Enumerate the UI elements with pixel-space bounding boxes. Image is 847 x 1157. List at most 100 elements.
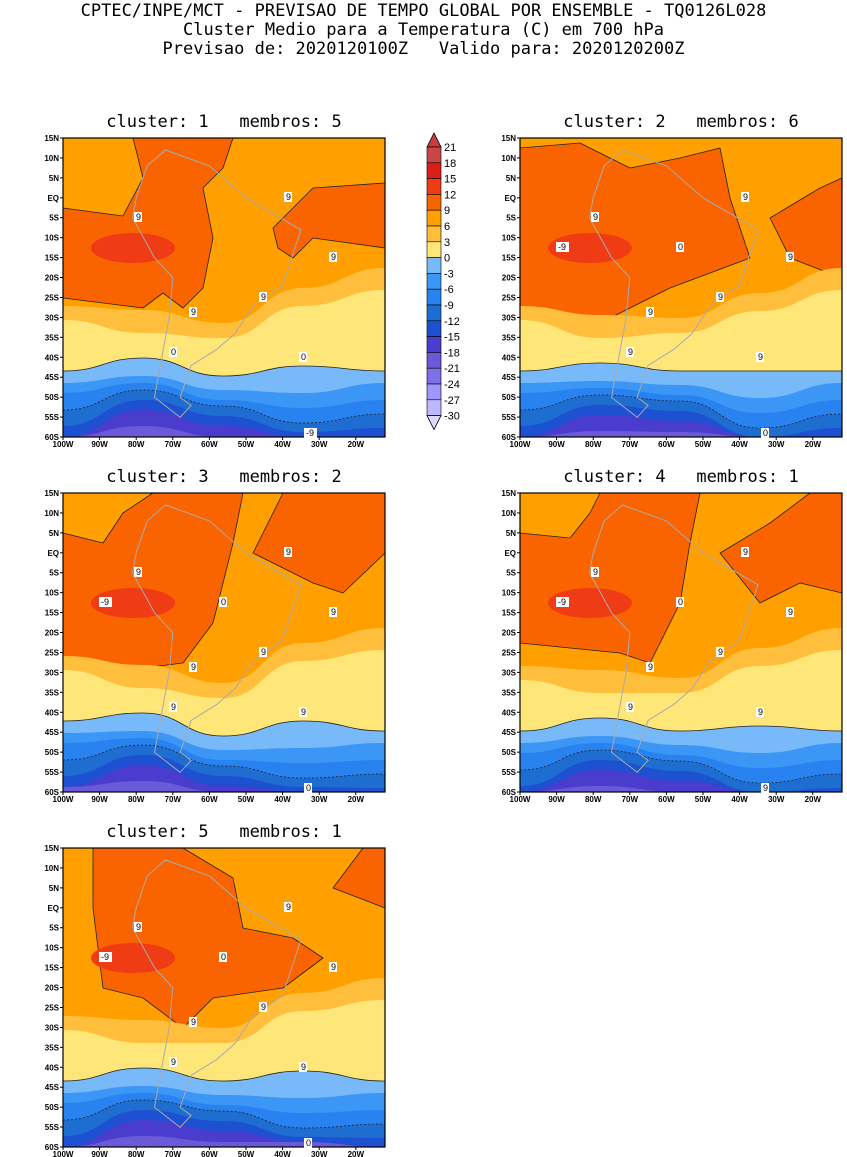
lat-tick-label: 45S [45, 1083, 60, 1092]
lat-tick-label: 50S [502, 748, 517, 757]
lon-tick-label: 20W [805, 795, 822, 804]
lat-tick-label: 45S [502, 373, 517, 382]
contour-label-bg [626, 347, 634, 357]
contour-label: 9 [628, 702, 633, 712]
contour-label-bg [676, 597, 684, 607]
contour-label: 9 [261, 647, 266, 657]
panel-title-4: cluster: 4 membros: 1 [563, 467, 799, 487]
contour-label-bg [556, 597, 569, 607]
contour-label-bg [219, 597, 227, 607]
contour-label-bg [284, 192, 292, 202]
lat-tick-label: 15N [44, 134, 59, 143]
lat-tick-label: 15S [45, 254, 60, 263]
map-frame [519, 492, 843, 793]
map-panel-5: 9 9 9 9 9 9 9 0 0 -9 15N 10N 5N EQ 5S 10S 15S 20S 25S 30S 35… [44, 844, 386, 1157]
colorbar-label: -27 [444, 395, 460, 407]
map-frame [519, 137, 843, 438]
contour-label: 0 [306, 783, 311, 793]
lat-tick-label: 40S [502, 353, 517, 362]
lon-tick-label: 100W [53, 440, 74, 449]
colorbar-swatch [426, 162, 442, 179]
lon-tick-label: 40W [274, 795, 291, 804]
colorbar-label: 0 [444, 253, 450, 265]
contour-label-bg [556, 242, 569, 252]
contour-label: 0 [763, 428, 768, 438]
colorbar-label: 6 [444, 221, 450, 233]
lon-tick-label: 70W [165, 795, 182, 804]
contour-label: 9 [261, 1002, 266, 1012]
lat-tick-label: 60S [45, 788, 60, 797]
lat-tick-label: 5S [506, 569, 516, 578]
lon-tick-label: 90W [548, 795, 565, 804]
contour-label-bg [646, 662, 654, 672]
lat-tick-label: 10S [45, 234, 60, 243]
contour-label-bg [626, 702, 634, 712]
lon-tick-label: 90W [548, 440, 565, 449]
lat-tick-label: 25S [45, 1003, 60, 1012]
lon-tick-label: 30W [311, 795, 328, 804]
lat-tick-label: 35S [502, 688, 517, 697]
contour-label: 9 [593, 567, 598, 577]
chart-title: CPTEC/INPE/MCT - PREVISAO DE TEMPO GLOBA… [80, 1, 767, 21]
lat-tick-label: 30S [502, 313, 517, 322]
contour-label: 9 [286, 192, 291, 202]
lat-tick-label: 55S [45, 1123, 60, 1132]
contour-label-bg [134, 922, 142, 932]
contour-label: 9 [191, 307, 196, 317]
lat-tick-label: 30S [502, 668, 517, 677]
lon-tick-label: 50W [238, 1150, 255, 1157]
lon-tick-label: 100W [510, 440, 531, 449]
contour-label: 9 [136, 922, 141, 932]
lat-tick-label: 45S [45, 373, 60, 382]
contour-label: -9 [101, 597, 109, 607]
field-12-15 [548, 233, 632, 263]
lat-tick-label: 5N [506, 529, 516, 538]
colorbar-swatch [426, 336, 442, 353]
lat-tick-label: 55S [502, 768, 517, 777]
colorbar-swatch [426, 146, 442, 164]
contour-label: 9 [286, 902, 291, 912]
contour-label: 9 [743, 547, 748, 557]
lon-tick-label: 90W [91, 795, 108, 804]
colorbar-label: 3 [444, 237, 450, 249]
lat-tick-label: 5N [506, 174, 516, 183]
colorbar-swatch [426, 288, 442, 306]
contour-label: 9 [261, 292, 266, 302]
coastline [132, 859, 302, 1128]
lat-tick-label: 5S [49, 924, 59, 933]
contour-label-bg [329, 962, 337, 972]
forecast-dates: Previsao de: 2020120100Z Valido para: 20… [162, 39, 685, 59]
colorbar-swatch [426, 383, 442, 401]
colorbar-swatch [426, 257, 442, 274]
lat-tick-label: 10N [501, 509, 516, 518]
temperature-band [63, 426, 385, 437]
lat-tick-label: 10S [45, 944, 60, 953]
lon-tick-label: 30W [311, 1150, 328, 1157]
lat-tick-label: 40S [45, 1063, 60, 1072]
lat-tick-label: 60S [502, 788, 517, 797]
lon-tick-label: 30W [768, 795, 785, 804]
colorbar-label: -18 [444, 347, 460, 359]
contour-label-bg [134, 567, 142, 577]
contour-label-bg [284, 547, 292, 557]
contour-label: 9 [763, 783, 768, 793]
coastline [132, 504, 302, 773]
colorbar-swatch [426, 241, 442, 258]
lon-tick-label: 40W [274, 440, 291, 449]
lat-tick-label: 55S [502, 413, 517, 422]
colorbar-label: 21 [444, 142, 456, 154]
lat-tick-label: 20S [45, 629, 60, 638]
lon-tick-label: 40W [731, 440, 748, 449]
colorbar-swatch [426, 352, 442, 369]
colorbar-label: -12 [444, 316, 460, 328]
contour-label-bg [99, 597, 112, 607]
colorbar-swatch [426, 225, 442, 243]
colorbar-label: 9 [444, 205, 450, 217]
contour-label-bg [756, 352, 764, 362]
lat-tick-label: 55S [45, 413, 60, 422]
contour-label: 0 [221, 597, 226, 607]
field-12-15 [91, 588, 175, 618]
contour-label-bg [189, 662, 197, 672]
panel-title-2: cluster: 2 membros: 6 [563, 112, 799, 132]
lon-tick-label: 70W [622, 795, 639, 804]
